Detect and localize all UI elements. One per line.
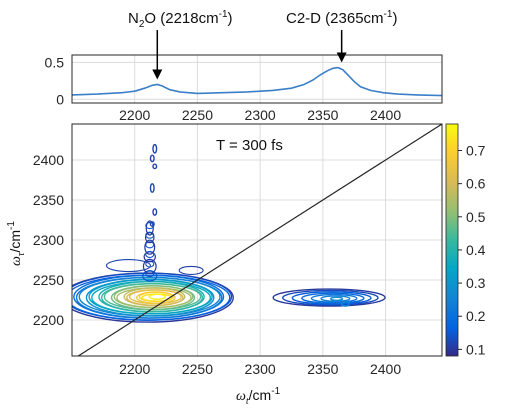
y-axis-label-main: ω — [9, 256, 24, 266]
contour-c2d-level — [291, 291, 372, 305]
contour-xtick-label: 2400 — [370, 361, 401, 377]
annotation-n2o-end: ) — [228, 10, 233, 27]
contour-ytick-label: 2400 — [33, 152, 64, 168]
contour-ytick-label: 2200 — [33, 312, 64, 328]
contour-tail — [145, 231, 155, 239]
colorbar-tick-label: 0.4 — [466, 242, 486, 258]
svg-text:N2O (2218cm-1): N2O (2218cm-1) — [128, 9, 233, 30]
contour-panel: 2200 2250 2300 2350 2400 2200 2250 2300 2350 2400… — [6, 123, 443, 407]
spectrum-ytick-label: 0.5 — [45, 54, 65, 70]
y-axis-label-rest: /cm — [7, 230, 23, 253]
contour-speck — [152, 208, 158, 216]
contour-speck — [149, 221, 155, 227]
contour-tail — [145, 270, 155, 278]
y-axis-label: ωτ/cm-1 — [6, 221, 27, 266]
contour-tail — [145, 250, 155, 258]
contour-tail — [145, 241, 155, 249]
contour-n2o-level — [148, 293, 166, 300]
spectrum-ticks: 2200 2250 2300 2350 2400 0 0.5 — [45, 54, 402, 123]
spectrum-xtick-label: 2400 — [370, 107, 401, 123]
annotation-n2o-arrowhead — [152, 69, 163, 80]
contour-c2d-level — [301, 292, 365, 304]
y-axis-label-sup: -1 — [6, 221, 17, 230]
spectrum-xtick-label: 2350 — [307, 107, 338, 123]
contour-ytick-label: 2350 — [33, 192, 64, 208]
colorbar-tick-label: 0.6 — [466, 176, 486, 192]
spectrum-ytick-label: 0 — [56, 91, 64, 107]
annotation-n2o-main: N — [128, 10, 139, 27]
spectrum-grid — [72, 55, 442, 103]
contour-c2d-level — [310, 293, 358, 303]
contour-speck — [149, 183, 155, 193]
contour-frame — [71, 123, 443, 357]
diagonal-line — [77, 124, 442, 356]
contour-c2d-level — [329, 296, 344, 301]
colorbar-tick-label: 0.7 — [466, 143, 486, 159]
contour-speck — [152, 163, 158, 170]
contour-xtick-label: 2200 — [119, 361, 150, 377]
annotation-n2o-sup: -1 — [219, 9, 228, 20]
t-annotation: T = 300 fs — [216, 137, 283, 154]
annotation-c2d-sup: -1 — [384, 9, 393, 20]
contour-c2d-level — [272, 288, 386, 307]
contour-speck — [152, 143, 158, 154]
contour-ripple — [178, 265, 204, 275]
spectrum-xtick-label: 2250 — [182, 107, 213, 123]
contour-xtick-label: 2250 — [182, 361, 213, 377]
colorbar-tick-label: 0.2 — [466, 308, 486, 324]
x-axis-label-sub: t — [246, 396, 249, 407]
annotation-c2d-end: ) — [392, 10, 397, 27]
annotation-n2o: N2O (2218cm-1) — [128, 9, 233, 80]
spectrum-frame — [71, 54, 443, 104]
colorbar: 0.1 0.2 0.3 0.4 0.5 0.6 0.7 — [445, 123, 486, 357]
annotation-n2o-rest: O (2218cm — [144, 10, 218, 27]
contour-xtick-label: 2350 — [307, 361, 338, 377]
colorbar-tick-label: 0.5 — [466, 209, 486, 225]
svg-text:C2-D (2365cm-1): C2-D (2365cm-1) — [286, 9, 397, 27]
contour-c2d-level — [282, 289, 379, 306]
contour-c2d-level — [320, 295, 351, 302]
contour-xtick-label: 2300 — [245, 361, 276, 377]
contour-ripple — [105, 259, 151, 273]
annotation-n2o-sub: 2 — [139, 19, 145, 30]
spectrum-xtick-label: 2200 — [119, 107, 150, 123]
colorbar-ticks: 0.1 0.2 0.3 0.4 0.5 0.6 0.7 — [458, 143, 486, 357]
spectrum-xtick-label: 2300 — [245, 107, 276, 123]
y-axis-label-sub: τ — [16, 252, 27, 256]
contour-lines — [72, 143, 386, 323]
annotation-c2d-main: C2-D (2365cm — [286, 10, 384, 27]
annotation-c2d-arrowhead — [336, 52, 347, 63]
contour-speck — [149, 154, 155, 163]
colorbar-tick-label: 0.1 — [466, 341, 486, 357]
spectrum-line — [72, 66, 442, 97]
x-axis-label: ωt/cm-1 — [236, 386, 281, 407]
annotation-c2d: C2-D (2365cm-1) — [286, 9, 397, 63]
colorbar-gradient — [445, 123, 459, 357]
contour-ticks: 2200 2250 2300 2350 2400 2200 2250 2300 2350 2400 — [33, 152, 401, 377]
colorbar-tick-label: 0.3 — [466, 275, 486, 291]
contour-c2d-speck — [340, 301, 351, 307]
contour-tail — [142, 258, 157, 274]
x-axis-label-rest: /cm — [249, 387, 272, 403]
contour-ytick-label: 2300 — [33, 232, 64, 248]
contour-grid — [72, 124, 442, 356]
contour-n2o-level — [141, 293, 173, 302]
x-axis-label-main: ω — [236, 389, 246, 404]
contour-ytick-label: 2250 — [33, 272, 64, 288]
contour-tail — [144, 239, 156, 255]
x-axis-label-sup: -1 — [271, 386, 280, 397]
